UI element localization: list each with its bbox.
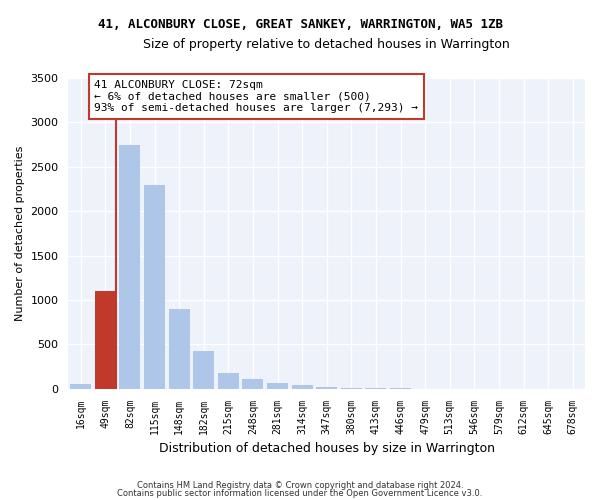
Bar — [292, 385, 313, 388]
Bar — [193, 352, 214, 389]
Bar — [267, 383, 288, 388]
Text: Contains public sector information licensed under the Open Government Licence v3: Contains public sector information licen… — [118, 489, 482, 498]
Bar — [169, 309, 190, 388]
Bar — [218, 373, 239, 388]
Bar — [242, 379, 263, 388]
Bar — [316, 387, 337, 388]
Text: 41, ALCONBURY CLOSE, GREAT SANKEY, WARRINGTON, WA5 1ZB: 41, ALCONBURY CLOSE, GREAT SANKEY, WARRI… — [97, 18, 503, 30]
Text: 41 ALCONBURY CLOSE: 72sqm
← 6% of detached houses are smaller (500)
93% of semi-: 41 ALCONBURY CLOSE: 72sqm ← 6% of detach… — [94, 80, 418, 113]
Text: Contains HM Land Registry data © Crown copyright and database right 2024.: Contains HM Land Registry data © Crown c… — [137, 481, 463, 490]
X-axis label: Distribution of detached houses by size in Warrington: Distribution of detached houses by size … — [159, 442, 495, 455]
Y-axis label: Number of detached properties: Number of detached properties — [15, 146, 25, 321]
Bar — [70, 384, 91, 388]
Bar — [95, 291, 116, 388]
Title: Size of property relative to detached houses in Warrington: Size of property relative to detached ho… — [143, 38, 510, 51]
Bar — [144, 184, 165, 388]
Bar — [119, 144, 140, 388]
